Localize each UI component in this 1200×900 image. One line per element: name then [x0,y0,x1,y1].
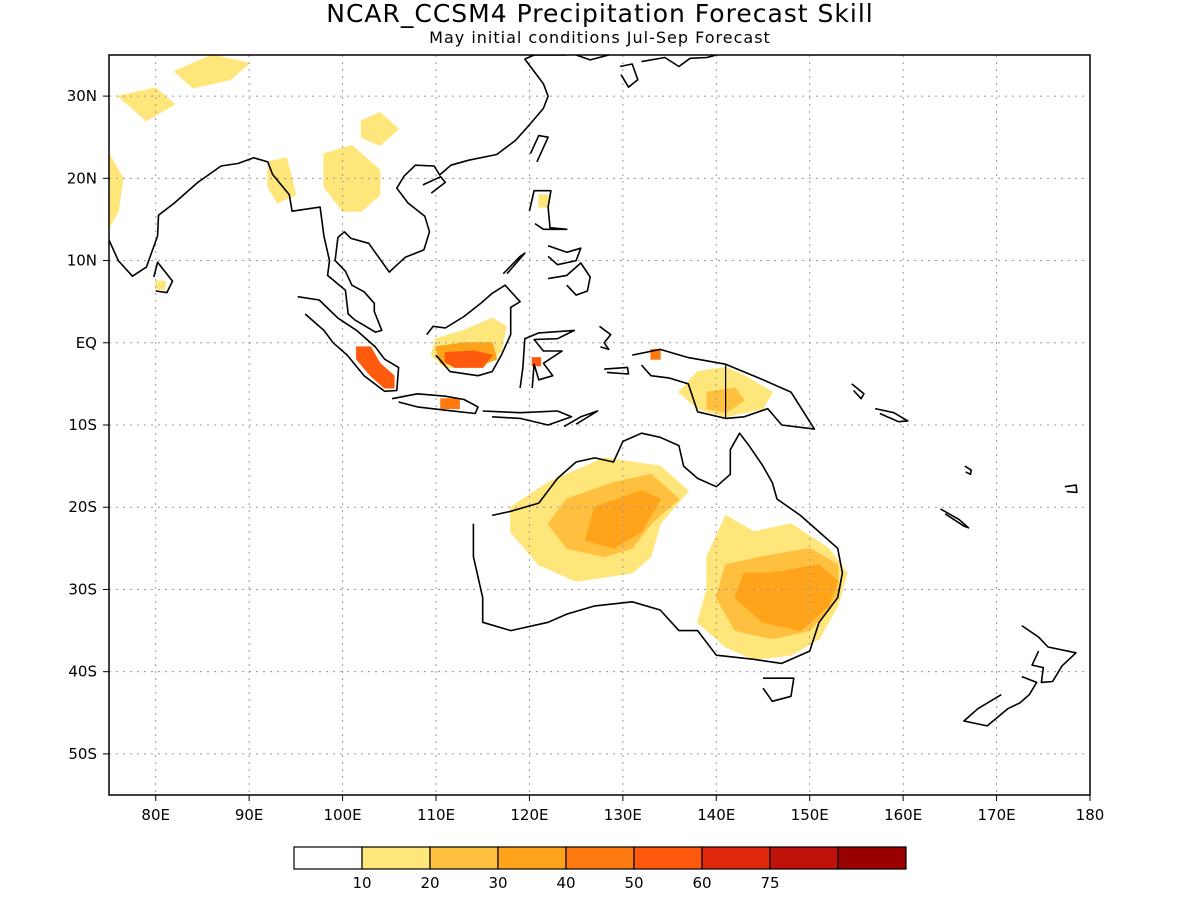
colorbar-label: 10 [352,874,371,892]
coastline-new-caledonia [940,508,970,529]
map-subtitle: May initial conditions Jul-Sep Forecast [429,28,771,47]
coastline-luzon [528,189,568,231]
coastline-halmahera [599,325,612,351]
colorbar-swatch [565,846,635,870]
lat-tick-label: 40S [68,663,97,681]
skill-region-eastern-australia-max [734,564,839,632]
colorbar-swatch [769,846,839,870]
skill-region-north-india [117,87,176,122]
colorbar-label: 30 [488,874,507,892]
lon-tick-label: 120E [510,806,548,824]
coastline-fiji [1064,484,1078,494]
skill-shading-layer [109,55,848,660]
coastline-visayas [547,245,582,266]
coastline-kyushu [619,63,639,88]
lon-tick-label: 140E [697,806,735,824]
lat-tick-label: 20S [68,498,97,516]
skill-region-western-australia-max [584,490,661,549]
skill-region-java [440,398,460,410]
colorbar-label: 20 [420,874,439,892]
longitude-ticks: 80E 90E 100E 110E 120E 130E 140E 150E 160E 170E 18… [141,795,1104,824]
colorbar-label: 40 [556,874,575,892]
coastline-sri-lanka [153,261,174,294]
lon-tick-label: 110E [417,806,455,824]
colorbar-label: 60 [692,874,711,892]
colorbar-swatch [701,846,771,870]
lat-tick-label: 20N [67,169,97,187]
lon-tick-label: 180 [1076,806,1105,824]
coastline-mindanao [547,262,592,296]
coastline-lesser-sunda [482,410,573,426]
coastline-seram [604,366,630,375]
coastline-korea [575,55,619,61]
lon-tick-label: 80E [141,806,170,824]
coastline-palawan [502,252,526,275]
coastline-solomons [874,407,909,423]
lon-tick-label: 130E [604,806,642,824]
coastline-sulawesi [519,329,576,389]
coastline-borneo [426,284,521,377]
lat-tick-label: 30S [68,580,97,598]
coastline-new-zealand-south [963,675,1038,727]
lat-tick-label: EQ [76,334,97,352]
colorbar-swatch [837,846,907,870]
colorbar-swatch [293,846,363,870]
lat-tick-label: 50S [68,745,97,763]
skill-region-bay-of-bengal [267,157,297,204]
colorbar-label: 75 [760,874,779,892]
colorbar-swatch [633,846,703,870]
skill-region-china-south [360,112,400,146]
skill-region-india-west [109,152,124,229]
colorbar-swatch [429,846,499,870]
colorbar-swatch [361,846,431,870]
coastline-hainan [422,175,447,194]
colorbar-swatch [497,846,567,870]
lat-tick-label: 30N [67,87,97,105]
coastline-layer [109,55,1078,727]
coastline-tasmania [762,677,795,703]
coastline-bougainville [851,383,865,400]
skill-region-indochina [323,144,381,212]
coastline-new-zealand-north [1021,624,1077,684]
lon-tick-label: 90E [235,806,264,824]
coastline-asia [109,55,567,333]
skill-region-tibet [173,55,251,89]
lon-tick-label: 170E [978,806,1016,824]
coastline-sumatra [297,295,400,393]
colorbar: 10 20 30 40 50 60 75 [293,846,907,892]
latitude-ticks: 30N 20N 10N EQ 10S 20S 30S 40S 50S [67,87,109,763]
graticule [109,55,1090,795]
lon-tick-label: 160E [884,806,922,824]
colorbar-label: 50 [624,874,643,892]
coastline-australia [472,432,844,665]
skill-region-sri-lanka [155,280,166,290]
lat-tick-label: 10S [68,416,97,434]
lon-tick-label: 150E [791,806,829,824]
coastline-timor [563,410,599,428]
skill-region-philippines [538,194,549,208]
lat-tick-label: 10N [67,252,97,270]
coastline-vanuatu [964,465,973,476]
coastline-new-guinea [632,348,816,430]
coastline-taiwan [529,134,549,163]
map-title: NCAR_CCSM4 Precipitation Forecast Skill [326,0,874,28]
lon-tick-label: 100E [324,806,362,824]
skill-region-borneo-max [444,350,493,368]
coastline-shikoku-honshu [641,55,717,68]
coastline-java [391,392,479,415]
skill-region-sumatra [356,346,395,389]
